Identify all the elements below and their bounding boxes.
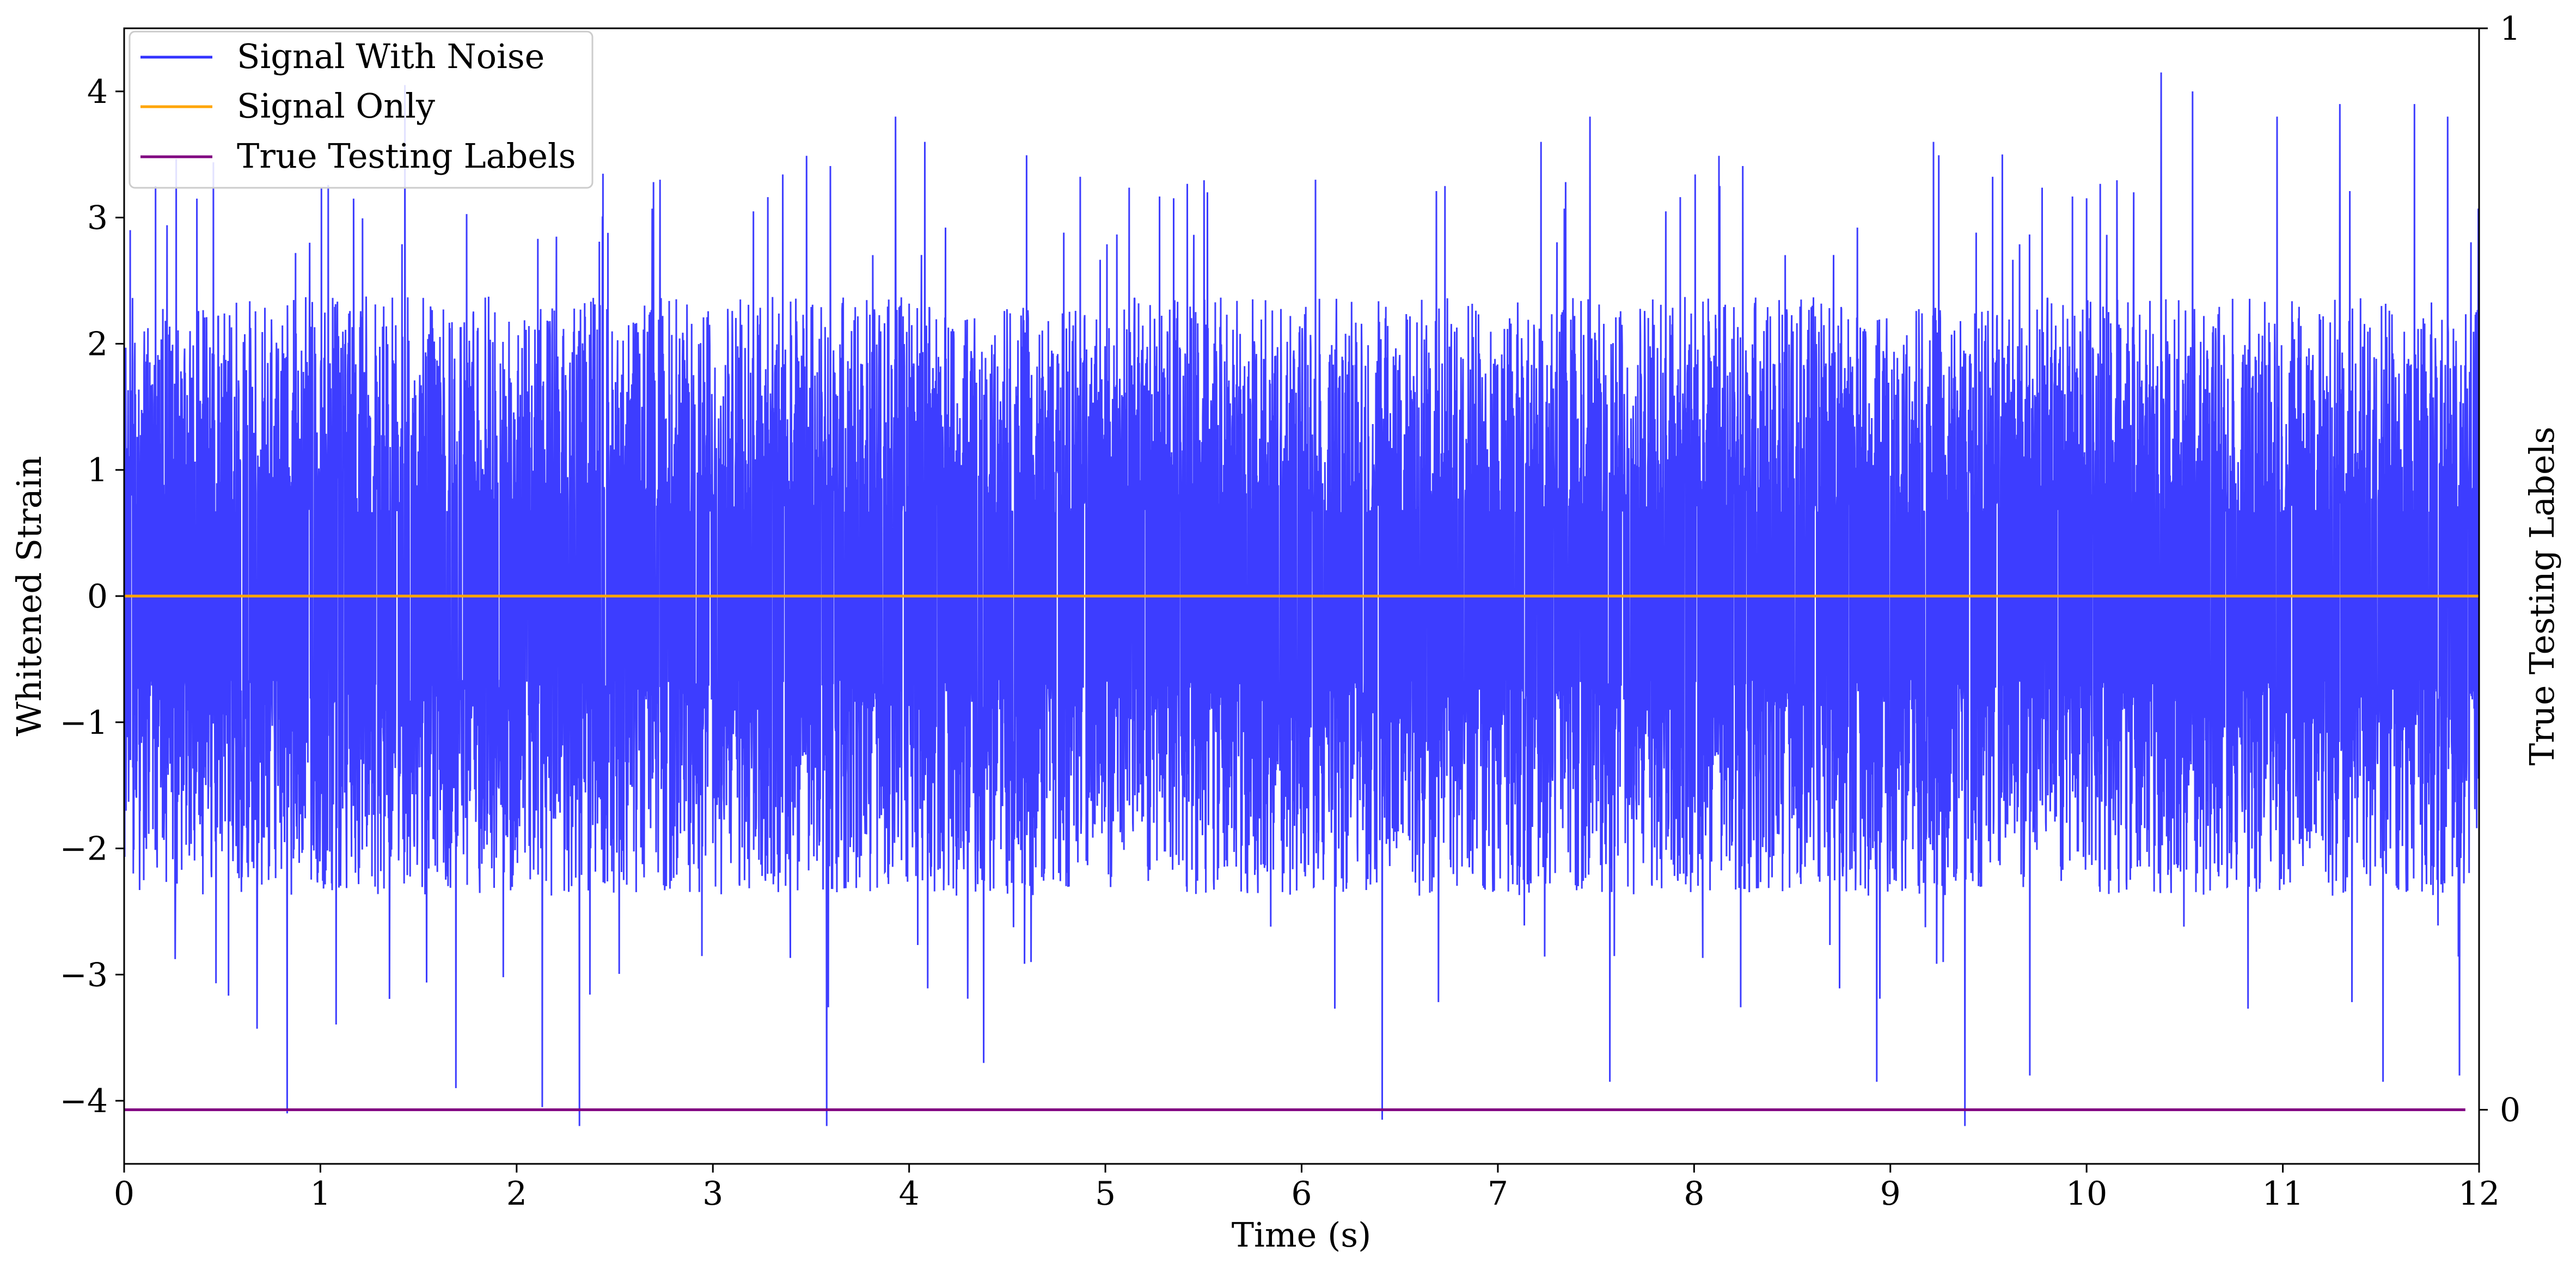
y2-tick-label: 0 [2500, 1091, 2520, 1130]
y-axis-label: Whitened Strain [9, 456, 49, 737]
x-tick-label: 11 [2262, 1175, 2303, 1213]
legend-box [129, 30, 593, 189]
x-axis: 0 1 2 3 4 5 6 7 8 9 10 11 12 [114, 1164, 2500, 1213]
x-tick-label: 12 [2458, 1175, 2500, 1213]
y2-axis-label: True Testing Labels [2522, 427, 2562, 766]
x-tick-label: 5 [1095, 1175, 1116, 1213]
legend: Signal With Noise Signal Only True Testi… [129, 30, 593, 189]
x-tick-label: 1 [310, 1175, 331, 1213]
x-tick-label: 4 [899, 1175, 920, 1213]
x-tick-label: 6 [1291, 1175, 1312, 1213]
y-tick-label: 1 [87, 451, 108, 489]
y-tick-label: 0 [87, 578, 108, 616]
x-tick-label: 9 [1880, 1175, 1901, 1213]
y-tick-label: 4 [87, 73, 108, 111]
series-line-signal-with-noise [124, 72, 2479, 1126]
y-tick-label: −1 [60, 704, 108, 742]
legend-label-true-testing-labels: True Testing Labels [237, 136, 576, 176]
y-tick-label: 2 [87, 325, 108, 363]
x-tick-label: 3 [702, 1175, 723, 1213]
y-axis: −4 −3 −2 −1 0 1 2 3 4 [60, 73, 124, 1120]
y-tick-label: −3 [60, 956, 108, 994]
x-tick-label: 7 [1488, 1175, 1508, 1213]
legend-label-signal-with-noise: Signal With Noise [237, 36, 544, 76]
y-tick-label: −4 [60, 1082, 108, 1120]
x-tick-label: 8 [1684, 1175, 1704, 1213]
x-tick-label: 0 [114, 1175, 134, 1213]
y2-tick-label: 1 [2500, 10, 2520, 48]
x-axis-label: Time (s) [1232, 1215, 1372, 1255]
y-tick-label: −2 [60, 830, 108, 868]
y-tick-label: 3 [87, 199, 108, 237]
y2-axis: 01 [2479, 10, 2520, 1130]
x-tick-label: 2 [506, 1175, 527, 1213]
legend-label-signal-only: Signal Only [237, 86, 435, 126]
x-tick-label: 10 [2066, 1175, 2107, 1213]
